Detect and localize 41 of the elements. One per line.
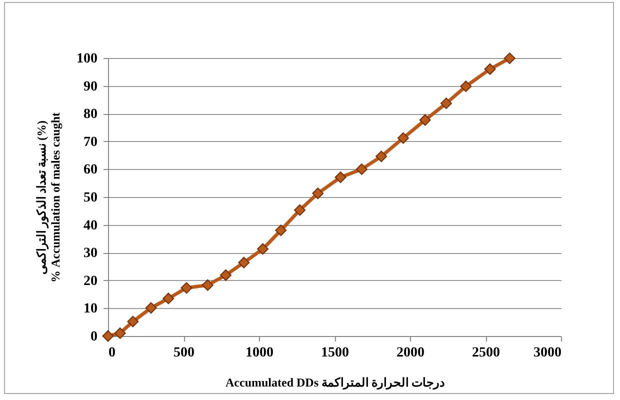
point — [127, 316, 139, 328]
point — [114, 327, 126, 339]
point — [440, 98, 452, 110]
point — [202, 279, 214, 291]
x-tick-label: 500 — [174, 346, 194, 360]
y-tick-label: 70 — [84, 134, 98, 150]
point — [180, 282, 192, 294]
y-tick-label: 60 — [84, 162, 98, 178]
x-tick-label: 3000 — [534, 346, 562, 360]
y-tick-label: 100 — [76, 52, 98, 66]
point — [397, 132, 409, 144]
point — [419, 114, 431, 126]
x-tick-label: 2500 — [472, 346, 500, 360]
y-tick-label: 90 — [84, 79, 98, 94]
y-tick-label: 50 — [84, 190, 98, 206]
y-tick-label: 40 — [84, 218, 98, 234]
point — [334, 172, 346, 184]
point — [294, 204, 306, 216]
point — [257, 243, 269, 255]
point — [356, 163, 368, 175]
point — [238, 256, 250, 268]
x-tick-label: 1500 — [321, 346, 349, 360]
y-tick-label: 0 — [90, 330, 98, 344]
point — [275, 224, 287, 236]
point — [484, 63, 496, 75]
y-tick-label: 20 — [84, 274, 98, 289]
point — [312, 188, 324, 200]
x-tick-label: 0 — [108, 346, 116, 360]
point — [162, 292, 174, 304]
x-tick-label: 1000 — [246, 346, 274, 360]
point — [102, 330, 114, 342]
y-tick-label: 80 — [84, 107, 98, 122]
point — [220, 269, 232, 281]
y-tick-label: 30 — [84, 246, 98, 262]
point — [145, 302, 157, 314]
y-tick-label: 10 — [84, 302, 98, 317]
point — [376, 150, 388, 162]
x-axis-title: Accumulated DDs درجات الحرارة المتراكمة — [226, 376, 444, 390]
x-tick-label: 2000 — [396, 346, 424, 360]
point — [504, 52, 516, 64]
point — [460, 80, 472, 92]
